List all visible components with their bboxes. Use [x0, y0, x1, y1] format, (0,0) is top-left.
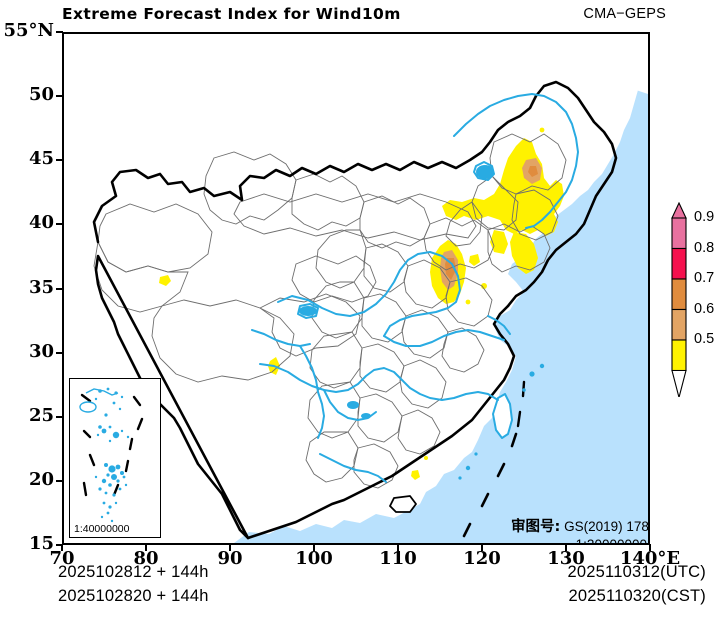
approval-label: 审图号: [511, 519, 561, 535]
approval-number: GS(2019) 1786 [564, 519, 650, 534]
south-china-sea-inset: 1:40000000 [69, 378, 161, 538]
map-plot-area: 审图号: GS(2019) 1786 1:20000000 [62, 32, 650, 545]
x-tick-mark [565, 544, 567, 551]
water-bodies [299, 165, 494, 419]
y-tick-mark [56, 479, 63, 482]
footer-valid-utc: 2025110312(UTC) [567, 563, 706, 581]
y-tick-mark [56, 544, 63, 546]
inset-islands [94, 387, 130, 523]
map-approval-box: 审图号: GS(2019) 1786 1:20000000 [511, 519, 650, 545]
y-tick-label: 50 [28, 84, 54, 106]
colorbar-segment [671, 308, 687, 341]
y-tick-label: 30 [28, 340, 54, 362]
x-tick-label: 140°E [619, 548, 681, 569]
footer-init-utc: 2025102812 + 144h [58, 563, 209, 581]
colorbar-tick-label: 0.7 [694, 270, 715, 286]
footer-init-cst: 2025102820 + 144h [58, 587, 209, 605]
y-tick-label: 55°N [3, 20, 54, 41]
colorbar-segment [671, 339, 687, 372]
x-tick-label: 100 [295, 548, 333, 569]
inset-coastline [79, 388, 119, 413]
colorbar [668, 201, 690, 400]
x-tick-mark [61, 544, 63, 551]
y-tick-mark [56, 223, 63, 226]
x-tick-label: 130 [547, 548, 585, 569]
y-tick-mark [56, 287, 63, 290]
inset-scale-label: 1:40000000 [74, 523, 130, 535]
model-label: CMA−GEPS [583, 6, 666, 22]
y-tick-label: 40 [28, 212, 54, 234]
footer-valid-cst: 2025110320(CST) [568, 587, 706, 605]
colorbar-tick-label: 0.5 [694, 331, 715, 347]
y-tick-mark [56, 159, 63, 162]
colorbar-segment [671, 217, 687, 250]
y-tick-label: 35 [28, 276, 54, 298]
south-china-sea-dashed-line [462, 432, 518, 538]
province-boundaries [93, 133, 567, 489]
x-tick-mark [145, 544, 147, 551]
inset-dashed-boundary [80, 393, 144, 497]
colorbar-over-arrow [671, 201, 687, 219]
x-tick-label: 120 [463, 548, 501, 569]
y-tick-label: 45 [28, 148, 54, 170]
y-tick-label: 25 [28, 404, 54, 426]
x-tick-label: 110 [379, 548, 417, 569]
approval-scale: 1:20000000 [575, 536, 647, 545]
x-tick-mark [397, 544, 399, 551]
efi-patch-xinjiang [159, 275, 171, 286]
x-tick-label: 80 [133, 548, 159, 569]
inset-svg [79, 387, 144, 523]
colorbar-under-arrow [671, 369, 687, 400]
page-title: Extreme Forecast Index for Wind10m [62, 5, 401, 23]
colorbar-tick-label: 0.6 [694, 300, 715, 317]
x-tick-label: 90 [217, 548, 243, 569]
rivers-and-coastline [251, 93, 579, 483]
colorbar-tick-label: 0.8 [694, 239, 715, 256]
colorbar-tick-label: 0.9 [694, 209, 715, 225]
y-tick-mark [56, 415, 63, 418]
colorbar-segment [671, 247, 687, 280]
x-tick-mark [481, 544, 483, 551]
y-tick-mark [56, 351, 63, 354]
y-tick-mark [56, 31, 63, 33]
efi-patch-south-china [411, 470, 420, 480]
china-map-svg [64, 34, 648, 543]
colorbar-segment [671, 278, 687, 311]
x-tick-mark [229, 544, 231, 551]
x-tick-mark [313, 544, 315, 551]
y-tick-mark [56, 95, 63, 98]
offshore-islands [458, 363, 545, 480]
y-tick-label: 20 [28, 468, 54, 490]
x-tick-label: 70 [49, 548, 75, 569]
x-tick-mark [649, 544, 651, 551]
colorbar-svg [671, 201, 687, 400]
y-tick-label: 15 [28, 533, 54, 554]
